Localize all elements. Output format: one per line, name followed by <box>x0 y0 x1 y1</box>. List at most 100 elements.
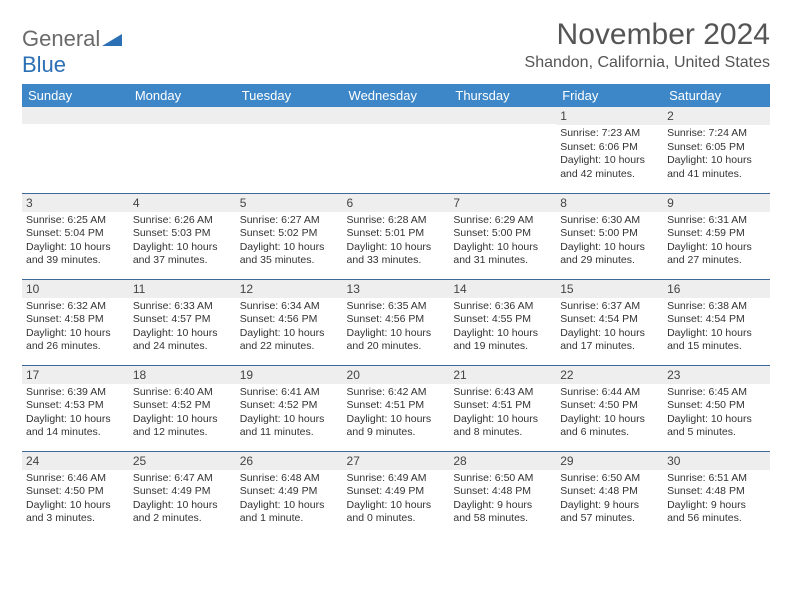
calendar-day-cell: 23Sunrise: 6:45 AMSunset: 4:50 PMDayligh… <box>663 365 770 451</box>
calendar-day-cell: 26Sunrise: 6:48 AMSunset: 4:49 PMDayligh… <box>236 451 343 537</box>
daylight-text: Daylight: 10 hours and 14 minutes. <box>26 413 125 440</box>
sunrise-text: Sunrise: 6:27 AM <box>240 214 339 228</box>
weekday-header: Wednesday <box>343 84 450 107</box>
day-number: 24 <box>22 452 129 470</box>
sunset-text: Sunset: 4:52 PM <box>133 399 232 413</box>
calendar-day-cell: 21Sunrise: 6:43 AMSunset: 4:51 PMDayligh… <box>449 365 556 451</box>
daylight-text: Daylight: 10 hours and 41 minutes. <box>667 154 766 181</box>
daylight-text: Daylight: 10 hours and 39 minutes. <box>26 241 125 268</box>
weekday-header: Monday <box>129 84 236 107</box>
calendar-day-cell <box>236 107 343 193</box>
day-number <box>22 107 129 124</box>
title-block: November 2024 Shandon, California, Unite… <box>525 18 770 72</box>
sunrise-text: Sunrise: 6:25 AM <box>26 214 125 228</box>
day-number: 30 <box>663 452 770 470</box>
calendar-day-cell: 13Sunrise: 6:35 AMSunset: 4:56 PMDayligh… <box>343 279 450 365</box>
daylight-text: Daylight: 10 hours and 29 minutes. <box>560 241 659 268</box>
day-details: Sunrise: 6:35 AMSunset: 4:56 PMDaylight:… <box>343 298 450 357</box>
sunrise-text: Sunrise: 6:40 AM <box>133 386 232 400</box>
calendar-day-cell <box>129 107 236 193</box>
month-title: November 2024 <box>525 18 770 52</box>
calendar-week-row: 10Sunrise: 6:32 AMSunset: 4:58 PMDayligh… <box>22 279 770 365</box>
day-details: Sunrise: 6:37 AMSunset: 4:54 PMDaylight:… <box>556 298 663 357</box>
daylight-text: Daylight: 10 hours and 17 minutes. <box>560 327 659 354</box>
day-number: 5 <box>236 194 343 212</box>
day-details: Sunrise: 6:28 AMSunset: 5:01 PMDaylight:… <box>343 212 450 271</box>
day-number: 13 <box>343 280 450 298</box>
day-number: 3 <box>22 194 129 212</box>
calendar-day-cell <box>449 107 556 193</box>
logo-triangle-icon <box>102 26 122 52</box>
calendar-week-row: 24Sunrise: 6:46 AMSunset: 4:50 PMDayligh… <box>22 451 770 537</box>
daylight-text: Daylight: 10 hours and 20 minutes. <box>347 327 446 354</box>
sunrise-text: Sunrise: 6:41 AM <box>240 386 339 400</box>
calendar-day-cell: 24Sunrise: 6:46 AMSunset: 4:50 PMDayligh… <box>22 451 129 537</box>
sunset-text: Sunset: 4:49 PM <box>240 485 339 499</box>
sunset-text: Sunset: 6:06 PM <box>560 141 659 155</box>
sunset-text: Sunset: 4:48 PM <box>667 485 766 499</box>
sunrise-text: Sunrise: 6:49 AM <box>347 472 446 486</box>
calendar-day-cell: 7Sunrise: 6:29 AMSunset: 5:00 PMDaylight… <box>449 193 556 279</box>
sunrise-text: Sunrise: 6:50 AM <box>453 472 552 486</box>
sunset-text: Sunset: 4:59 PM <box>667 227 766 241</box>
day-details: Sunrise: 6:36 AMSunset: 4:55 PMDaylight:… <box>449 298 556 357</box>
daylight-text: Daylight: 10 hours and 42 minutes. <box>560 154 659 181</box>
calendar-day-cell: 10Sunrise: 6:32 AMSunset: 4:58 PMDayligh… <box>22 279 129 365</box>
calendar-day-cell <box>343 107 450 193</box>
calendar-day-cell: 29Sunrise: 6:50 AMSunset: 4:48 PMDayligh… <box>556 451 663 537</box>
calendar-day-cell: 25Sunrise: 6:47 AMSunset: 4:49 PMDayligh… <box>129 451 236 537</box>
sunrise-text: Sunrise: 6:30 AM <box>560 214 659 228</box>
daylight-text: Daylight: 10 hours and 35 minutes. <box>240 241 339 268</box>
sunset-text: Sunset: 4:51 PM <box>347 399 446 413</box>
day-details: Sunrise: 6:49 AMSunset: 4:49 PMDaylight:… <box>343 470 450 529</box>
day-number: 10 <box>22 280 129 298</box>
calendar-day-cell: 28Sunrise: 6:50 AMSunset: 4:48 PMDayligh… <box>449 451 556 537</box>
sunrise-text: Sunrise: 6:31 AM <box>667 214 766 228</box>
day-number: 15 <box>556 280 663 298</box>
day-details: Sunrise: 6:50 AMSunset: 4:48 PMDaylight:… <box>556 470 663 529</box>
calendar-day-cell: 19Sunrise: 6:41 AMSunset: 4:52 PMDayligh… <box>236 365 343 451</box>
calendar-day-cell: 27Sunrise: 6:49 AMSunset: 4:49 PMDayligh… <box>343 451 450 537</box>
sunset-text: Sunset: 4:52 PM <box>240 399 339 413</box>
sunrise-text: Sunrise: 6:43 AM <box>453 386 552 400</box>
calendar-day-cell: 18Sunrise: 6:40 AMSunset: 4:52 PMDayligh… <box>129 365 236 451</box>
sunset-text: Sunset: 4:50 PM <box>26 485 125 499</box>
sunset-text: Sunset: 4:55 PM <box>453 313 552 327</box>
day-details: Sunrise: 6:50 AMSunset: 4:48 PMDaylight:… <box>449 470 556 529</box>
calendar-day-cell: 9Sunrise: 6:31 AMSunset: 4:59 PMDaylight… <box>663 193 770 279</box>
daylight-text: Daylight: 10 hours and 31 minutes. <box>453 241 552 268</box>
calendar-week-row: 3Sunrise: 6:25 AMSunset: 5:04 PMDaylight… <box>22 193 770 279</box>
sunset-text: Sunset: 4:56 PM <box>240 313 339 327</box>
day-details: Sunrise: 6:43 AMSunset: 4:51 PMDaylight:… <box>449 384 556 443</box>
day-number: 6 <box>343 194 450 212</box>
daylight-text: Daylight: 10 hours and 3 minutes. <box>26 499 125 526</box>
day-details: Sunrise: 6:39 AMSunset: 4:53 PMDaylight:… <box>22 384 129 443</box>
sunrise-text: Sunrise: 6:51 AM <box>667 472 766 486</box>
sunset-text: Sunset: 4:51 PM <box>453 399 552 413</box>
day-number <box>236 107 343 124</box>
page-header: General Blue November 2024 Shandon, Cali… <box>22 18 770 78</box>
calendar-day-cell: 11Sunrise: 6:33 AMSunset: 4:57 PMDayligh… <box>129 279 236 365</box>
daylight-text: Daylight: 9 hours and 57 minutes. <box>560 499 659 526</box>
day-number: 22 <box>556 366 663 384</box>
day-number <box>129 107 236 124</box>
sunrise-text: Sunrise: 6:36 AM <box>453 300 552 314</box>
day-number: 28 <box>449 452 556 470</box>
calendar-day-cell <box>22 107 129 193</box>
day-details: Sunrise: 6:26 AMSunset: 5:03 PMDaylight:… <box>129 212 236 271</box>
sunrise-text: Sunrise: 6:35 AM <box>347 300 446 314</box>
calendar-day-cell: 16Sunrise: 6:38 AMSunset: 4:54 PMDayligh… <box>663 279 770 365</box>
logo-word-2: Blue <box>22 52 66 77</box>
sunset-text: Sunset: 4:49 PM <box>133 485 232 499</box>
day-number: 29 <box>556 452 663 470</box>
calendar-day-cell: 5Sunrise: 6:27 AMSunset: 5:02 PMDaylight… <box>236 193 343 279</box>
weekday-header: Sunday <box>22 84 129 107</box>
sunrise-text: Sunrise: 6:50 AM <box>560 472 659 486</box>
sunset-text: Sunset: 4:57 PM <box>133 313 232 327</box>
sunrise-text: Sunrise: 6:26 AM <box>133 214 232 228</box>
calendar-table: Sunday Monday Tuesday Wednesday Thursday… <box>22 84 770 537</box>
sunset-text: Sunset: 4:54 PM <box>667 313 766 327</box>
sunset-text: Sunset: 4:50 PM <box>560 399 659 413</box>
day-number: 26 <box>236 452 343 470</box>
day-details: Sunrise: 6:34 AMSunset: 4:56 PMDaylight:… <box>236 298 343 357</box>
